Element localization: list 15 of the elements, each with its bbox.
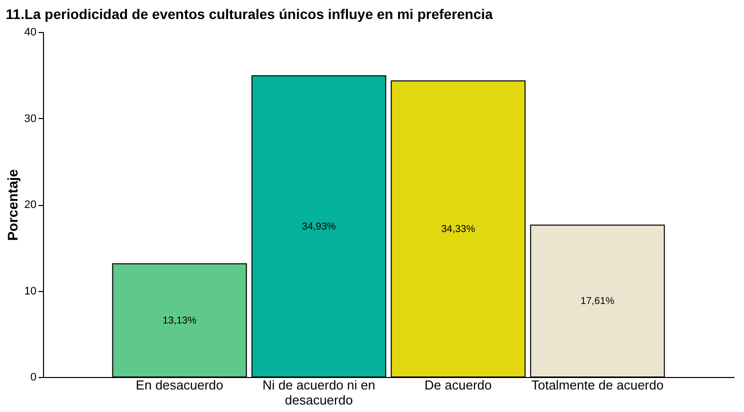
data-label: 34,33% — [441, 224, 476, 235]
x-tick-label: Ni de acuerdo ni en desacuerdo — [262, 378, 376, 408]
x-tick-label: De acuerdo — [424, 378, 492, 392]
x-tick-label: Totalmente de acuerdo — [531, 378, 664, 392]
chart-title: 11.La periodicidad de eventos culturales únicos influye en mi preferencia — [6, 6, 494, 22]
y-tick-label: 0 — [30, 372, 36, 384]
data-label: 17,61% — [580, 296, 615, 308]
y-tick-label: 20 — [24, 199, 36, 211]
x-tick-label: En desacuerdo — [136, 378, 224, 392]
y-tick-label: 10 — [24, 285, 36, 298]
data-label: 13,13% — [162, 315, 197, 326]
y-tick-label: 40 — [24, 26, 36, 38]
data-label: 34,93% — [302, 221, 336, 232]
y-tick-label: 30 — [24, 112, 36, 125]
y-axis-title: Porcentaje — [4, 168, 20, 241]
